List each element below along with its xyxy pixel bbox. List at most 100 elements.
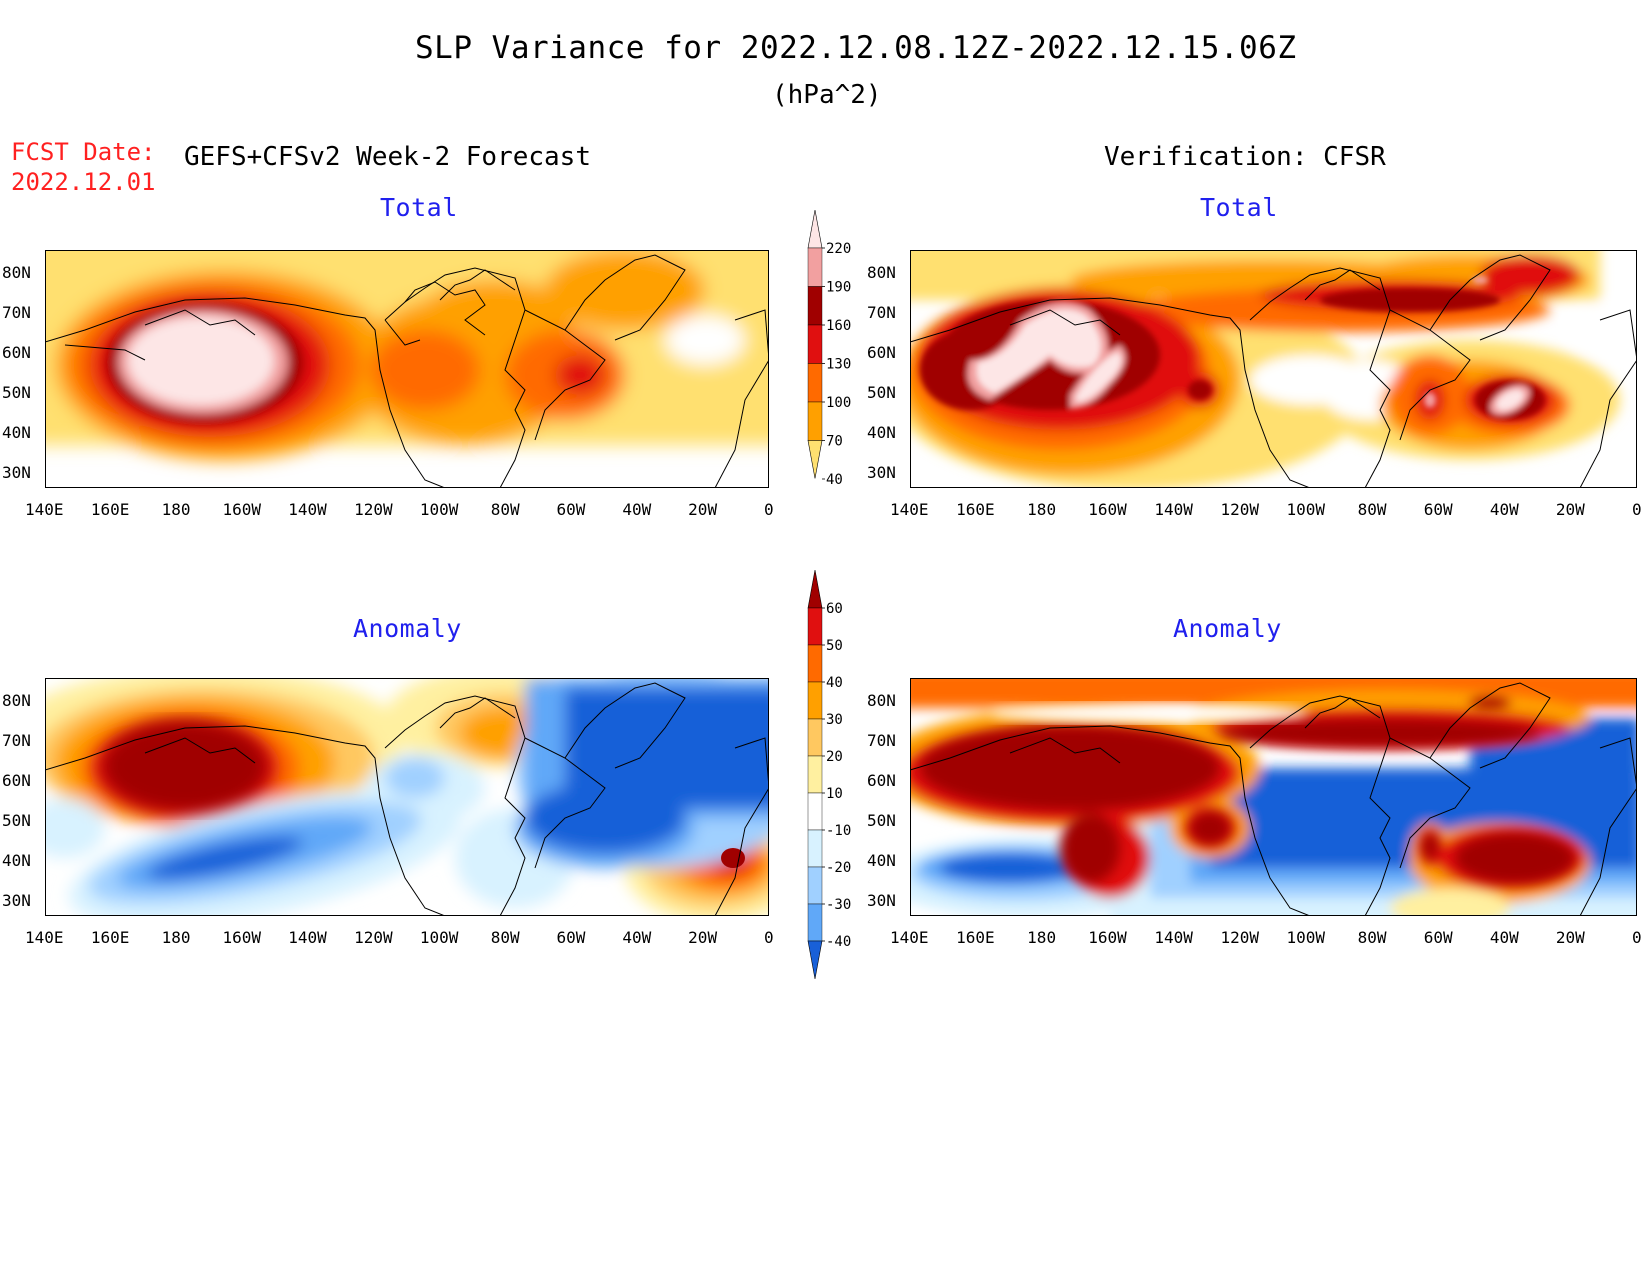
colorbar-label: 160	[826, 318, 851, 334]
lat-label: 40N	[867, 423, 896, 442]
colorbar-swatch	[807, 247, 823, 287]
colorbar-label: 40	[826, 472, 843, 488]
colorbar-swatch	[807, 607, 823, 646]
lat-label: 70N	[867, 731, 896, 750]
lon-label: 40W	[1489, 928, 1519, 947]
lon-label: 160W	[222, 928, 261, 947]
panel-title-forecast-anomaly: Anomaly	[353, 614, 462, 643]
forecast-heading: GEFS+CFSv2 Week-2 Forecast	[184, 142, 591, 172]
fcst-date-label: FCST Date:	[11, 138, 156, 166]
lat-label: 60N	[2, 343, 31, 362]
colorbar-swatch	[807, 792, 823, 831]
lat-label: 60N	[867, 343, 896, 362]
lon-label: 180	[161, 500, 191, 519]
colorbar-label: 190	[826, 280, 851, 296]
colorbar-label: 60	[826, 601, 843, 617]
lat-label: 80N	[867, 691, 896, 710]
colorbar-label: 100	[826, 395, 851, 411]
lon-label: 60W	[556, 500, 586, 519]
units-label: (hPa^2)	[772, 80, 882, 110]
colorbar-swatch	[807, 681, 823, 720]
map-panel-verification-anomaly	[910, 678, 1637, 916]
colorbar-swatch	[807, 829, 823, 868]
colorbar-label: 40	[826, 675, 843, 691]
lon-label: 60W	[1423, 500, 1453, 519]
lon-label: 140W	[1154, 500, 1193, 519]
lon-label: 160E	[956, 500, 995, 519]
lat-label: 70N	[867, 303, 896, 322]
lon-label: 40W	[1489, 500, 1519, 519]
map-panel-forecast-anomaly	[45, 678, 769, 916]
lat-label: 50N	[867, 383, 896, 402]
lon-label: 20W	[688, 928, 718, 947]
colorbar-arrow-bottom	[807, 940, 823, 980]
colorbar-label: 50	[826, 638, 843, 654]
lon-label: 160E	[90, 928, 130, 947]
lon-label: 140E	[25, 500, 64, 519]
colorbar-label: 70	[826, 434, 843, 450]
lon-label: 140E	[25, 928, 64, 947]
colorbar-label: -20	[826, 860, 851, 876]
lon-label: 160W	[1088, 500, 1127, 519]
verification-heading: Verification: CFSR	[1104, 142, 1386, 172]
lon-label: 140W	[288, 500, 327, 519]
colorbar-label: 20	[826, 749, 843, 765]
colorbar-swatch	[807, 755, 823, 794]
lat-label: 30N	[867, 463, 896, 482]
lat-label: 30N	[2, 891, 31, 910]
lon-label: 160E	[90, 500, 130, 519]
lon-label: 100W	[419, 500, 459, 519]
colorbar-swatch	[807, 401, 823, 441]
lat-label: 50N	[2, 383, 31, 402]
lat-label: 70N	[2, 303, 31, 322]
lon-label: 0	[1632, 928, 1642, 947]
lat-label: 70N	[2, 731, 31, 750]
lon-label: 60W	[1423, 928, 1453, 947]
lat-label: 80N	[867, 263, 896, 282]
colorbar-swatch	[807, 286, 823, 326]
page-title: SLP Variance for 2022.12.08.12Z-2022.12.…	[415, 30, 1297, 66]
lat-label: 80N	[2, 263, 31, 282]
colorbar-swatch	[807, 324, 823, 364]
colorbar-arrow-top	[807, 570, 823, 609]
panel-title-verification-anomaly: Anomaly	[1173, 614, 1282, 643]
lon-label: 80W	[1357, 500, 1387, 519]
colorbar-label: 130	[826, 357, 851, 373]
colorbar-swatch	[807, 718, 823, 757]
lon-label: 160W	[222, 500, 261, 519]
lat-label: 50N	[2, 811, 31, 830]
lon-label: 80W	[490, 928, 520, 947]
lon-label: 160W	[1088, 928, 1127, 947]
lon-label: 160E	[956, 928, 995, 947]
lon-label: 180	[1027, 928, 1057, 947]
lat-label: 60N	[867, 771, 896, 790]
colorbar-swatch	[807, 866, 823, 905]
lon-label: 120W	[1220, 500, 1259, 519]
lon-label: 0	[1632, 500, 1642, 519]
lon-label: 120W	[354, 928, 393, 947]
lon-label: 100W	[419, 928, 459, 947]
lat-label: 80N	[2, 691, 31, 710]
lon-label: 40W	[622, 500, 652, 519]
lon-label: 120W	[354, 500, 393, 519]
lon-label: 0	[764, 928, 774, 947]
colorbar-anomaly: 60 50 40 30 20 10 -10 -20 -30 -40	[807, 570, 851, 980]
lon-label: 140W	[1154, 928, 1193, 947]
lon-label: 20W	[688, 500, 718, 519]
panel-title-verification-total: Total	[1200, 193, 1278, 222]
lon-label: 140E	[890, 500, 929, 519]
colorbar-label: -40	[826, 934, 851, 950]
lat-label: 30N	[2, 463, 31, 482]
lon-label: 80W	[490, 500, 520, 519]
lon-label: 100W	[1286, 500, 1326, 519]
lon-label: 20W	[1555, 500, 1585, 519]
lon-label: 60W	[556, 928, 586, 947]
lat-label: 40N	[867, 851, 896, 870]
lon-label: 180	[1027, 500, 1057, 519]
colorbar-swatch	[807, 644, 823, 683]
colorbar-arrow-bottom	[807, 440, 823, 479]
colorbar-total: 220 190 160 130 100 70 40	[807, 210, 851, 488]
lon-label: 100W	[1286, 928, 1326, 947]
lon-label: 120W	[1220, 928, 1259, 947]
lat-label: 30N	[867, 891, 896, 910]
